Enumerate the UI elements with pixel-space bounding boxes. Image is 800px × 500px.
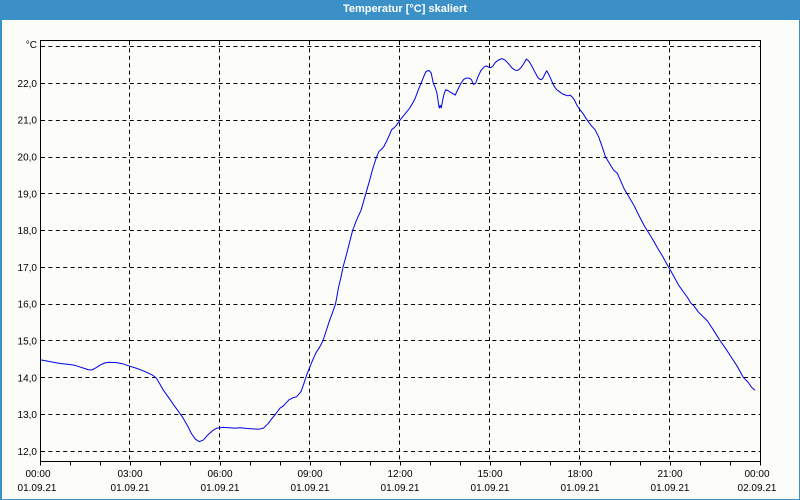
svg-text:15:00: 15:00 — [477, 469, 502, 480]
svg-text:14,0: 14,0 — [18, 373, 38, 384]
svg-text:01.09.21: 01.09.21 — [291, 483, 330, 494]
svg-text:13,0: 13,0 — [18, 410, 38, 421]
svg-text:01.09.21: 01.09.21 — [381, 483, 420, 494]
svg-text:16,0: 16,0 — [18, 300, 38, 311]
svg-text:°C: °C — [26, 40, 37, 51]
svg-text:09:00: 09:00 — [297, 469, 322, 480]
svg-text:01.09.21: 01.09.21 — [201, 483, 240, 494]
svg-text:01.09.21: 01.09.21 — [471, 483, 510, 494]
svg-text:15,0: 15,0 — [18, 337, 38, 348]
svg-text:18,0: 18,0 — [18, 226, 38, 237]
svg-text:02.09.21: 02.09.21 — [738, 483, 777, 494]
svg-text:01.09.21: 01.09.21 — [651, 483, 690, 494]
svg-text:17,0: 17,0 — [18, 263, 38, 274]
svg-text:01.09.21: 01.09.21 — [111, 483, 150, 494]
svg-text:12:00: 12:00 — [387, 469, 412, 480]
svg-text:20,0: 20,0 — [18, 153, 38, 164]
svg-text:22,0: 22,0 — [18, 79, 38, 90]
svg-text:19,0: 19,0 — [18, 189, 38, 200]
svg-text:01.09.21: 01.09.21 — [18, 483, 57, 494]
svg-text:00:00: 00:00 — [744, 469, 769, 480]
svg-text:12,0: 12,0 — [18, 447, 38, 458]
svg-text:06:00: 06:00 — [207, 469, 232, 480]
svg-text:00:00: 00:00 — [25, 469, 50, 480]
svg-text:21,0: 21,0 — [18, 116, 38, 127]
svg-text:18:00: 18:00 — [567, 469, 592, 480]
svg-text:21:00: 21:00 — [657, 469, 682, 480]
svg-text:03:00: 03:00 — [117, 469, 142, 480]
svg-text:01.09.21: 01.09.21 — [561, 483, 600, 494]
